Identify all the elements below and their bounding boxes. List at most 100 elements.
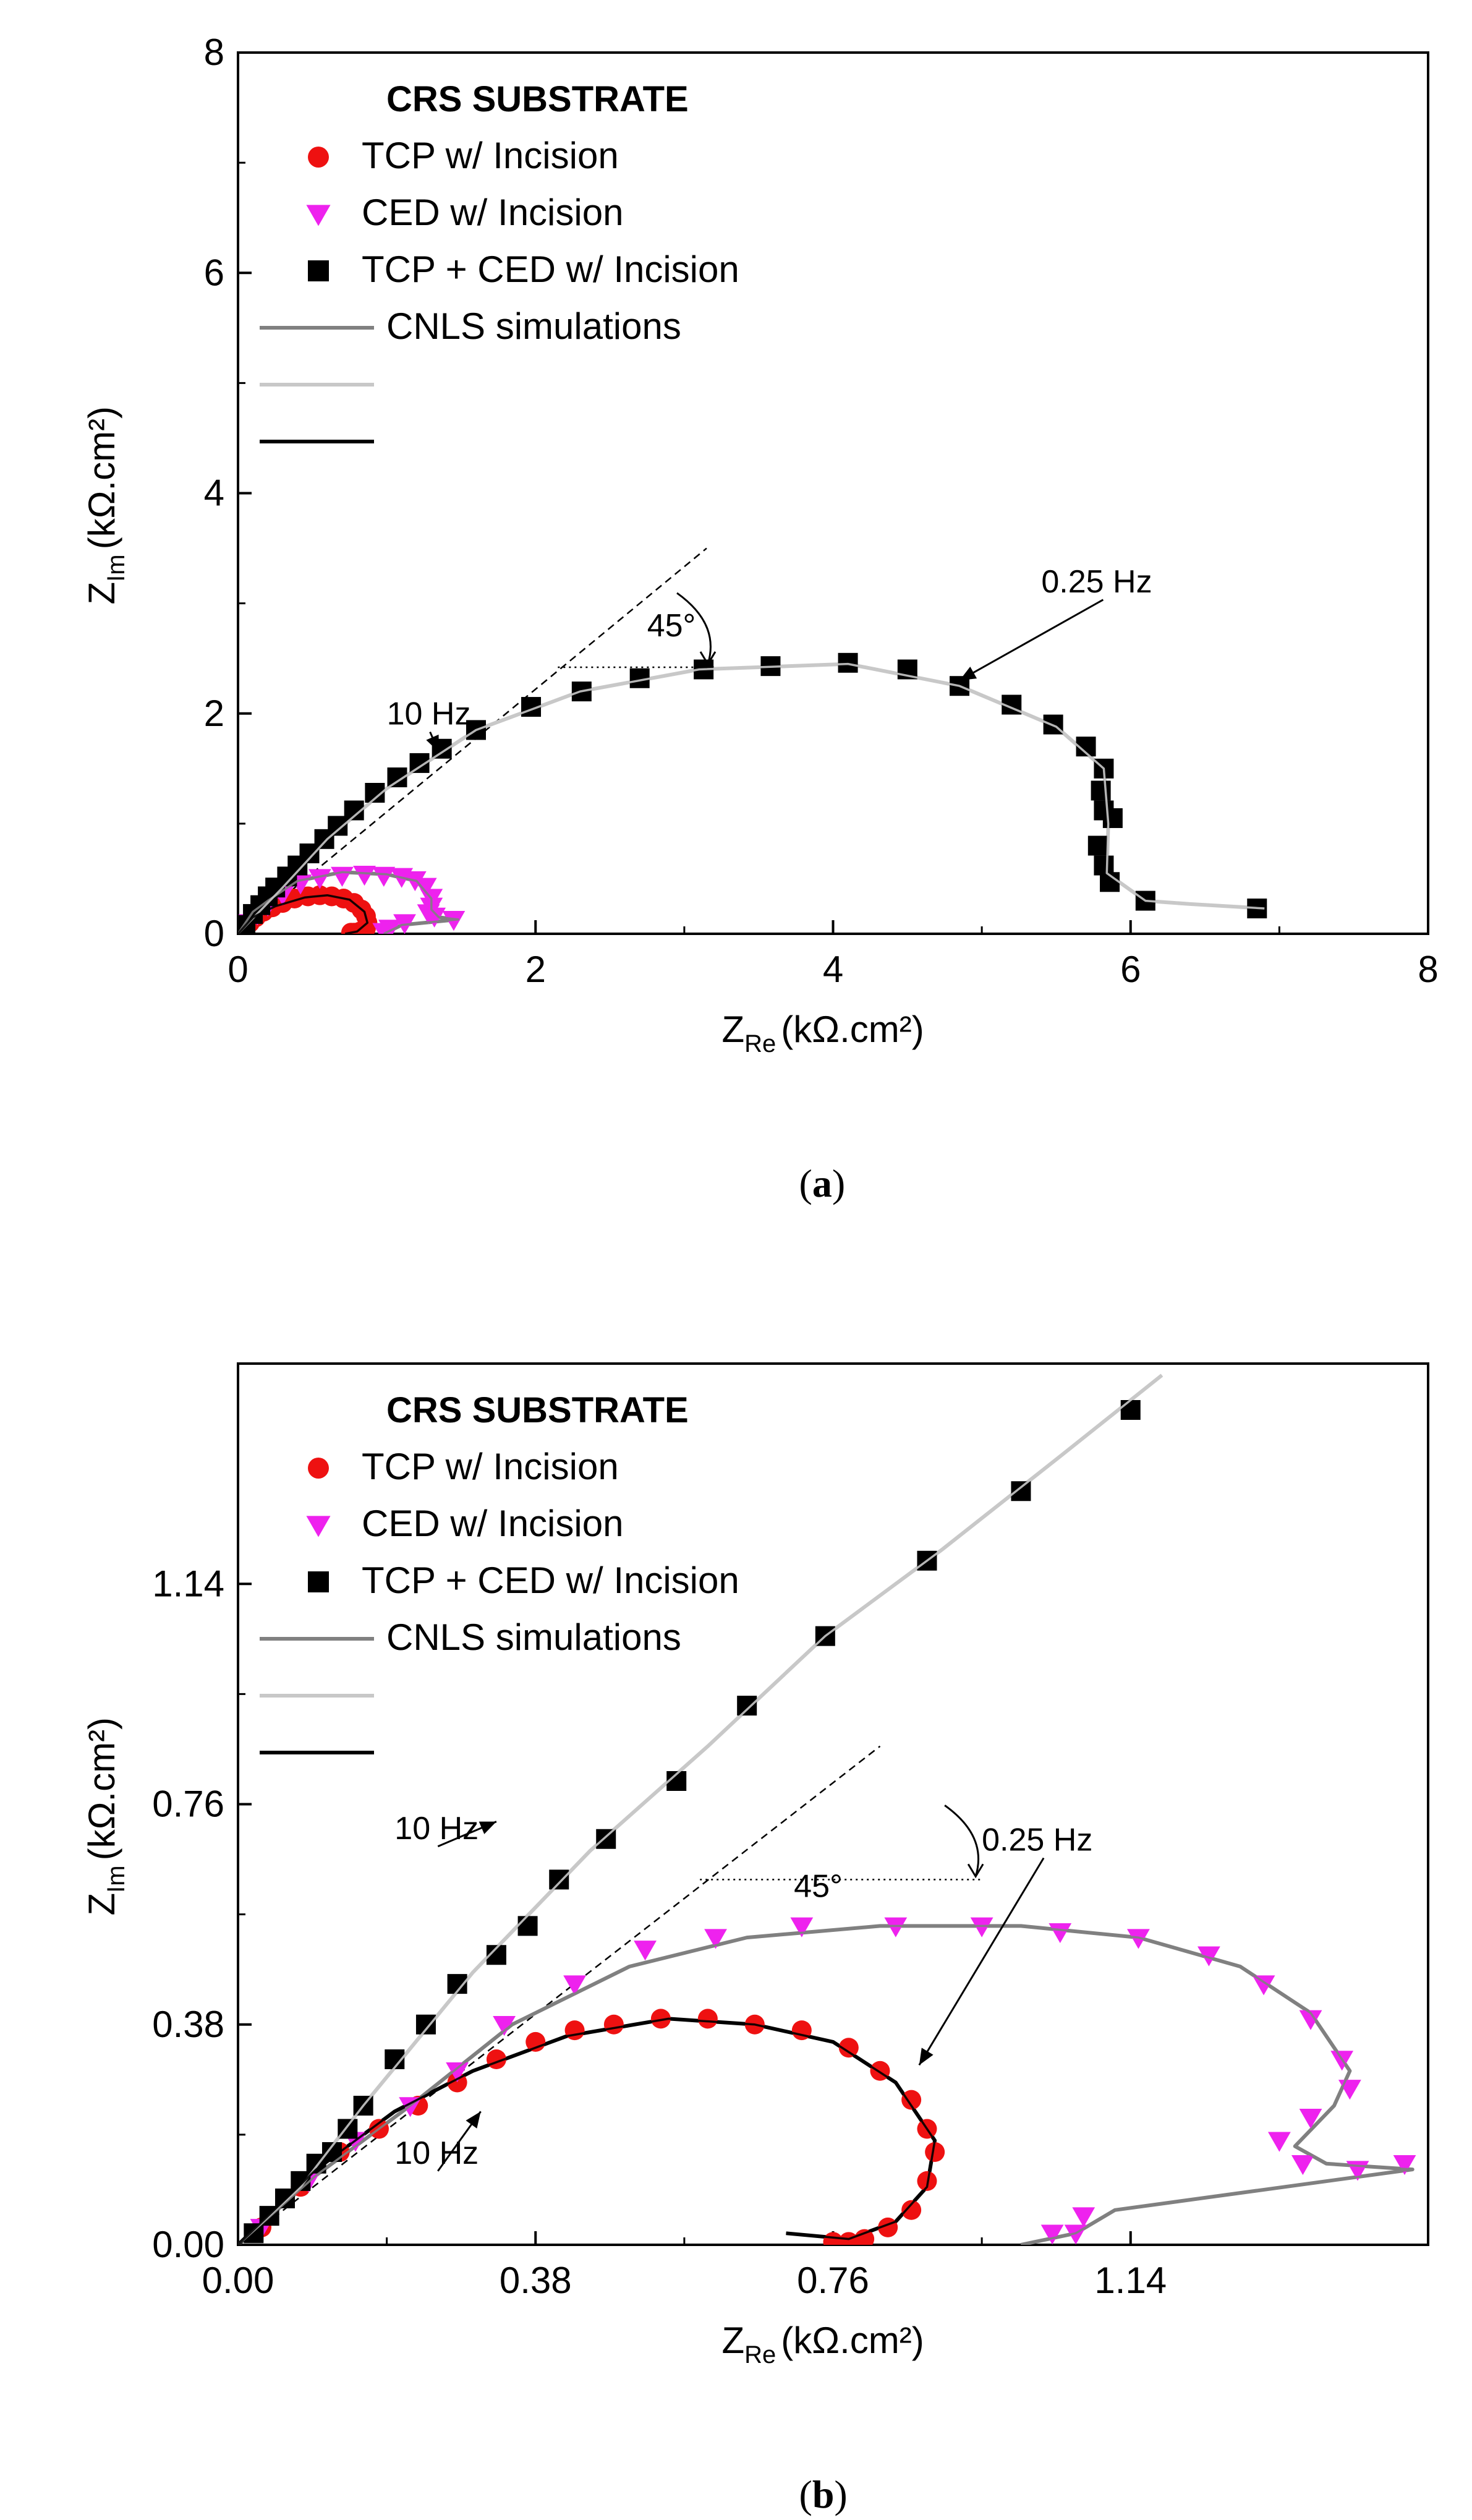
point-ced — [308, 869, 331, 889]
panel-label: (a) — [799, 1161, 846, 1205]
point-tcp — [901, 2200, 922, 2220]
x-axis-title: ZRe (kΩ.cm²) — [722, 2320, 924, 2368]
angle-arc-arrowhead — [967, 1863, 984, 1879]
x-axis-title: ZRe (kΩ.cm²) — [722, 1009, 924, 1057]
legend-label-tcp-ced: TCP + CED w/ Incision — [362, 1560, 739, 1601]
point-ced — [1393, 2155, 1416, 2176]
point-tcp — [697, 2009, 718, 2029]
point-ced — [1040, 2224, 1064, 2245]
y-axis-title-sub: Im — [103, 554, 130, 581]
panel-label-open: ( — [799, 2472, 812, 2516]
point-tcp-ced — [244, 2223, 264, 2244]
point-tcp — [564, 2020, 585, 2041]
point-tcp-ced — [1120, 1400, 1141, 1420]
point-tcp-ced — [1087, 835, 1108, 856]
point-ced — [970, 1917, 993, 1937]
plot-area — [238, 547, 1267, 934]
frequency-label: 10 Hz — [394, 1811, 479, 1847]
y-tick-label: 0.38 — [152, 2004, 224, 2045]
legend-label-tcp: TCP w/ Incision — [362, 135, 619, 176]
annotation-arrowhead — [919, 2048, 934, 2065]
y-tick-label: 8 — [204, 32, 224, 73]
point-ced — [634, 1941, 657, 1961]
y-tick-label: 1.14 — [152, 1563, 224, 1604]
angle-label: 45° — [794, 1869, 843, 1905]
x-tick-label: 8 — [1418, 949, 1438, 990]
panel-label-letter: a — [812, 1161, 832, 1205]
y-tick-label: 0.76 — [152, 1783, 224, 1825]
point-ced — [372, 866, 396, 887]
series-line-cnls-overlay-lightgray — [238, 1374, 1163, 2245]
point-ced — [1072, 2207, 1095, 2227]
legend: CRS SUBSTRATE TCP w/ Incision CED w/ Incis… — [260, 79, 739, 443]
point-tcp-ced — [838, 652, 858, 673]
legend-marker-tcp-ced — [308, 260, 329, 281]
point-tcp-ced — [517, 1916, 538, 1936]
frequency-label: 10 Hz — [394, 2135, 479, 2171]
point-tcp-ced — [415, 2014, 436, 2035]
point-ced — [790, 1917, 814, 1937]
legend-title: CRS SUBSTRATE — [386, 1390, 689, 1430]
frequency-label: 0.25 Hz — [982, 1822, 1092, 1858]
guide-45-line — [253, 1745, 881, 2234]
x-tick-label: 6 — [1120, 949, 1141, 990]
frequency-label: 0.25 Hz — [1041, 564, 1152, 600]
legend-title: CRS SUBSTRATE — [386, 79, 689, 119]
legend-marker-ced — [306, 1516, 331, 1537]
point-ced — [423, 907, 446, 928]
y-tick-label: 0 — [204, 913, 224, 954]
series-line-cnls-overlay-lightgray — [238, 662, 1265, 934]
legend-marker-ced — [306, 205, 331, 226]
legend-marker-tcp — [308, 147, 329, 168]
annotation-arrow — [959, 599, 1104, 681]
x-tick-label: 4 — [823, 949, 843, 990]
point-ced — [1299, 2108, 1322, 2129]
annotation-arrow — [918, 1857, 1045, 2066]
point-ced — [1299, 2010, 1322, 2030]
annotation-arrowhead — [479, 1821, 496, 1834]
series-line-cnls-overlay-gray — [238, 1924, 1414, 2245]
point-ced — [1267, 2132, 1291, 2152]
point-ced — [1049, 1923, 1072, 1944]
point-ced — [1252, 1975, 1275, 1996]
point-tcp-ced — [596, 1829, 616, 1849]
point-tcp-ced — [737, 1696, 757, 1716]
x-tick-label: 2 — [525, 949, 546, 990]
x-tick-label: 0.38 — [500, 2260, 572, 2301]
legend-label-ced: CED w/ Incision — [362, 192, 623, 233]
x-tick-label: 1.14 — [1094, 2260, 1167, 2301]
plot-frame — [237, 51, 1429, 935]
point-ced — [1127, 1929, 1150, 1949]
y-tick-label: 2 — [204, 693, 224, 734]
point-ced — [414, 878, 437, 898]
angle-arc — [676, 592, 712, 665]
y-axis-title: ZIm (kΩ.cm²) — [81, 406, 130, 605]
x-axis-title-sub: Re — [744, 1030, 776, 1057]
legend-label-tcp: TCP w/ Incision — [362, 1446, 619, 1487]
x-tick-label: 0.00 — [202, 2260, 274, 2301]
point-tcp — [854, 2229, 875, 2245]
annotation-arrowhead — [959, 666, 977, 681]
panel-label-letter: b — [812, 2472, 835, 2516]
x-axis-title-sub: Re — [744, 2341, 776, 2368]
point-tcp — [901, 2090, 922, 2110]
point-tcp-ced — [1102, 808, 1123, 828]
x-axis-title-unit: (kΩ.cm²) — [781, 1009, 924, 1050]
legend-label-cnls: CNLS simulations — [386, 1617, 681, 1658]
y-tick-label: 4 — [204, 472, 224, 514]
y-axis-title: ZIm (kΩ.cm²) — [81, 1717, 130, 1916]
panel-b: 0.00 0.38 0.76 1.14 0.00 0.38 0.76 1.14 ZRe (kΩ.c… — [81, 1362, 1429, 2516]
point-tcp — [823, 2232, 843, 2245]
point-tcp-ced — [1091, 780, 1111, 801]
legend-label-tcp-ced: TCP + CED w/ Incision — [362, 249, 739, 290]
point-ced — [704, 1929, 727, 1949]
x-tick-label: 0.76 — [797, 2260, 869, 2301]
point-tcp — [650, 2009, 671, 2029]
point-tcp — [603, 2014, 624, 2035]
y-tick-label: 6 — [204, 252, 224, 293]
panel-label-open: ( — [799, 1161, 812, 1205]
panel-label-close: ) — [832, 1161, 845, 1205]
y-tick-label: 0.00 — [152, 2224, 224, 2265]
